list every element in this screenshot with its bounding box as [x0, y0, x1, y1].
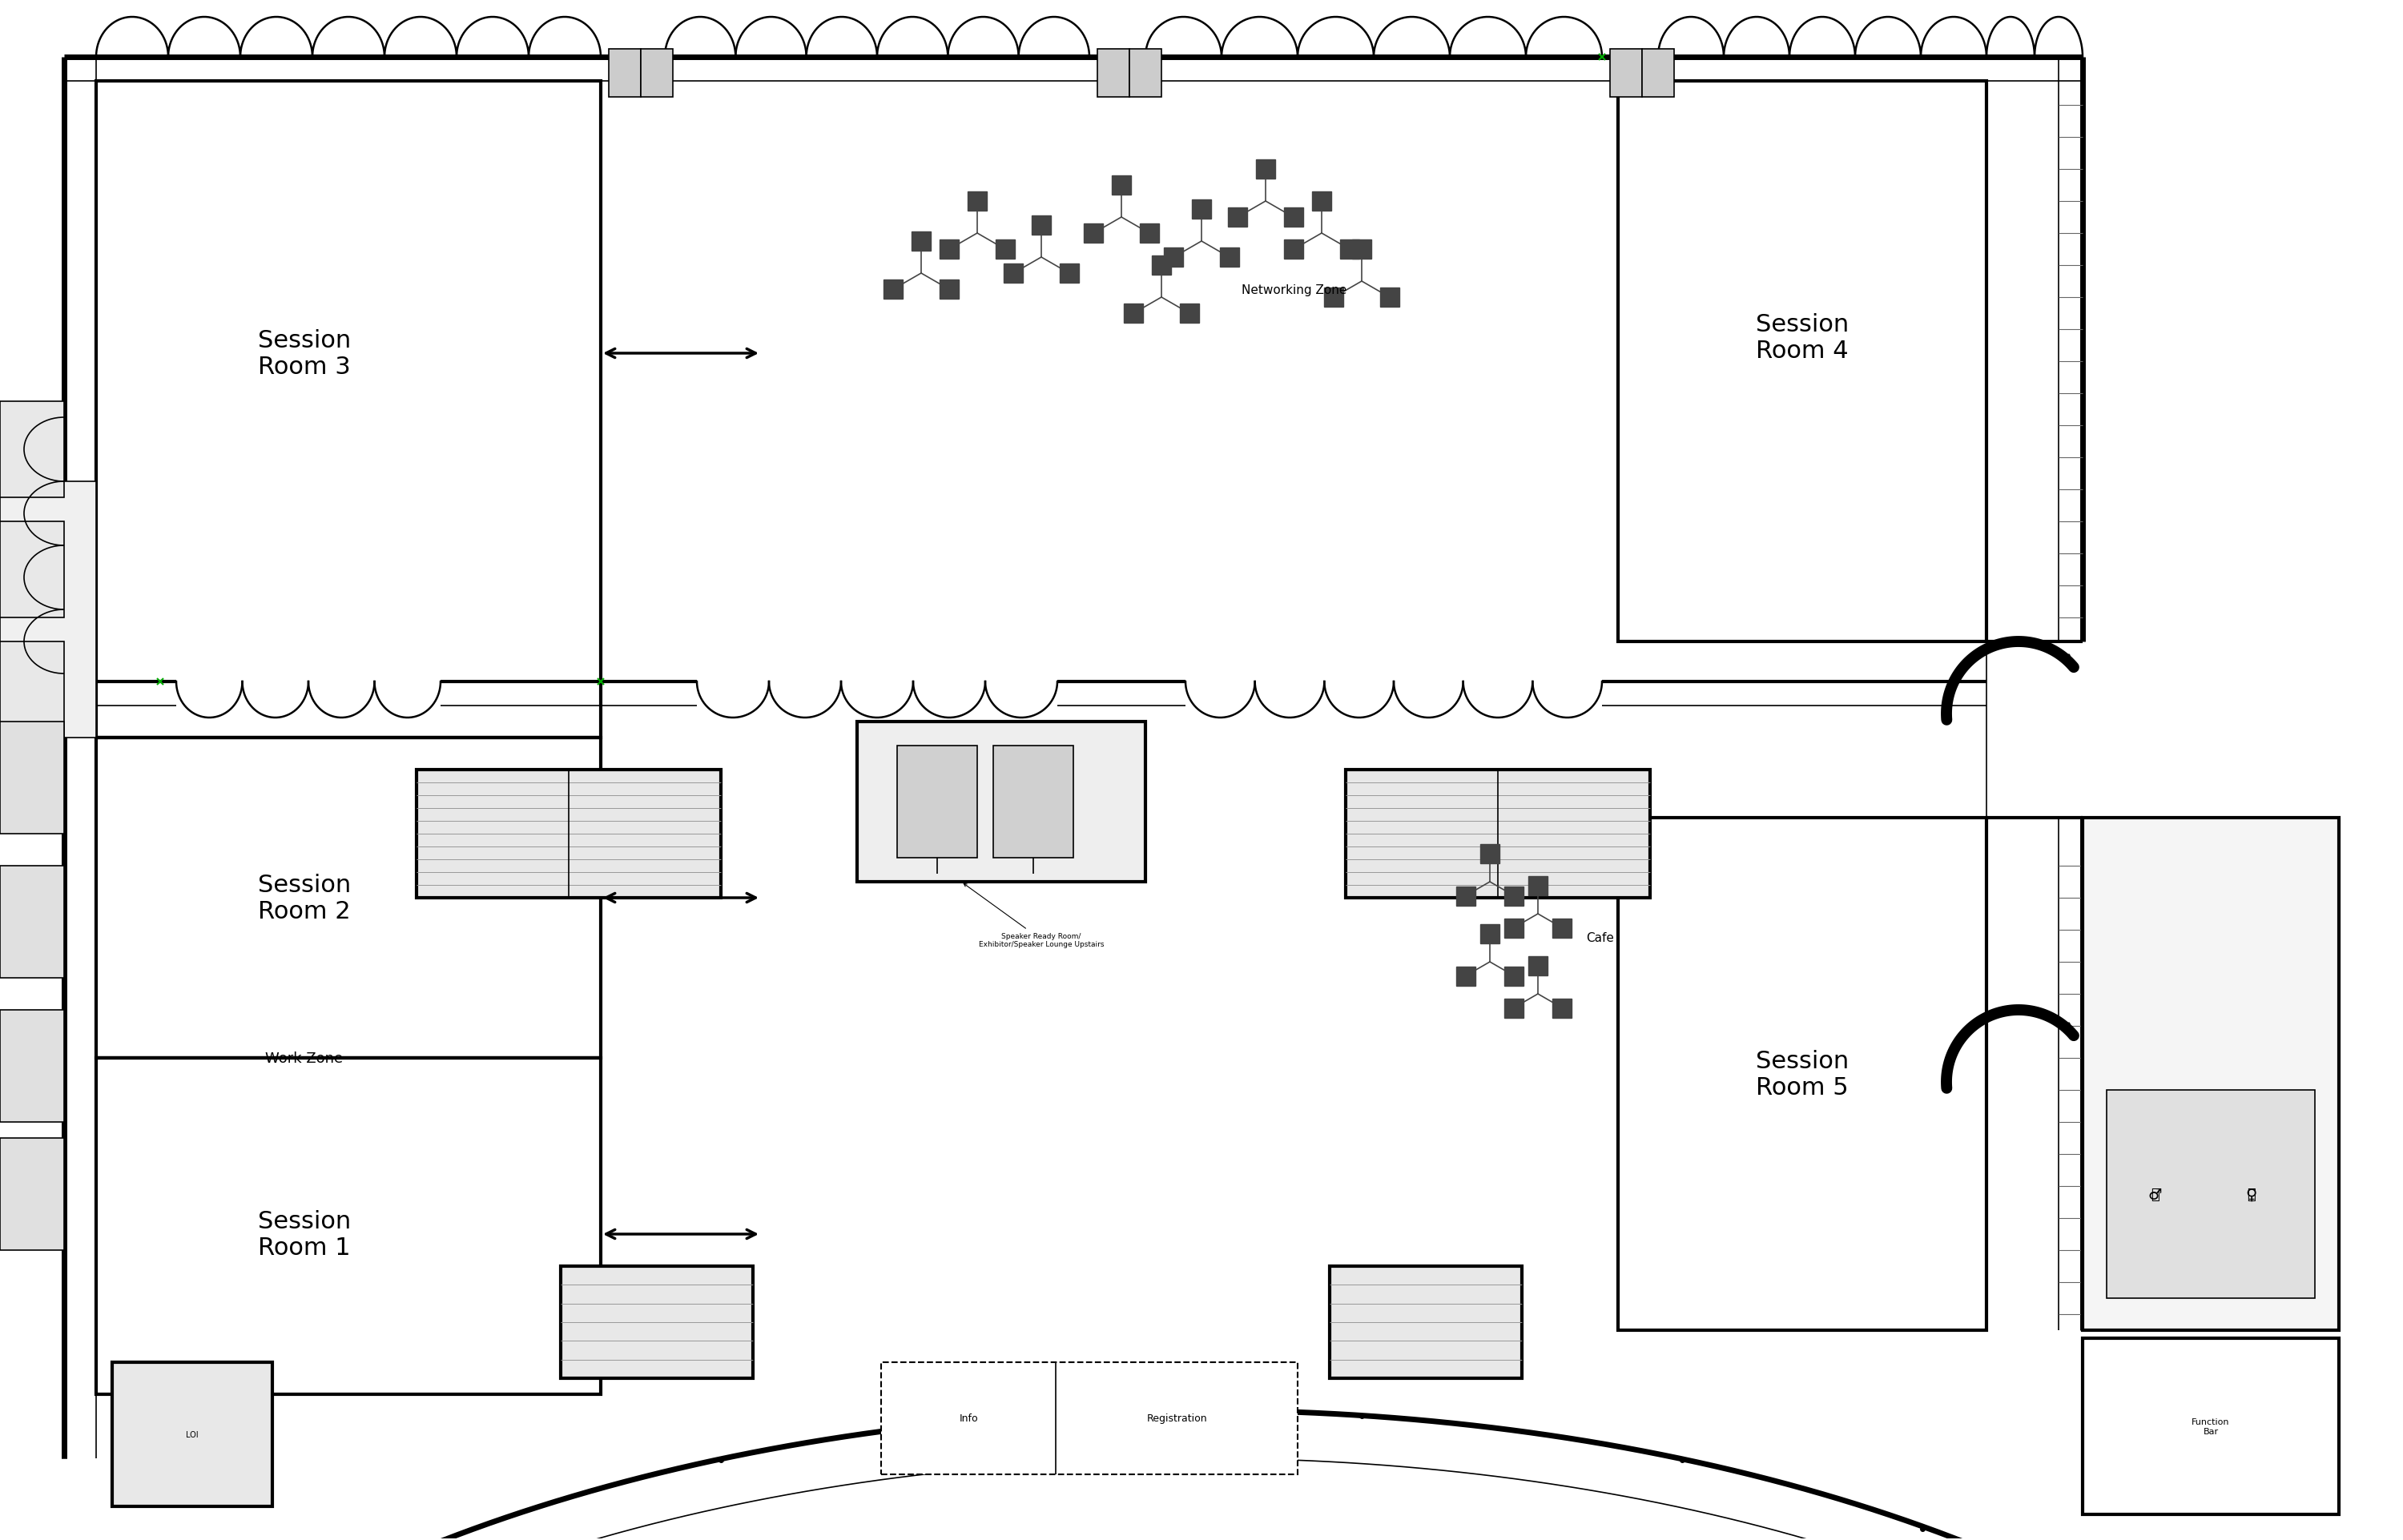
Bar	[1641, 49, 1675, 97]
Text: LOI: LOI	[185, 1431, 199, 1438]
Bar	[1456, 887, 1475, 906]
Bar	[858, 722, 1146, 882]
Bar	[0, 1138, 65, 1250]
Text: Speaker Ready Room/
Exhibitor/Speaker Lounge Upstairs: Speaker Ready Room/ Exhibitor/Speaker Lo…	[964, 884, 1103, 947]
Bar	[911, 233, 930, 251]
Bar	[1353, 240, 1372, 259]
Bar	[1180, 305, 1199, 323]
Bar	[0, 402, 65, 497]
Bar	[96, 82, 601, 738]
Bar	[1528, 876, 1548, 896]
Bar	[1163, 248, 1182, 268]
Bar	[1324, 288, 1343, 308]
Bar	[1283, 208, 1302, 228]
Bar	[96, 738, 601, 1058]
Bar	[1283, 240, 1302, 259]
Bar	[608, 49, 642, 97]
Bar	[1617, 82, 1987, 642]
Bar	[0, 642, 65, 738]
Bar	[642, 49, 673, 97]
Bar	[1151, 256, 1170, 276]
Bar	[1129, 49, 1161, 97]
Text: Function
Bar: Function Bar	[2192, 1418, 2230, 1435]
Bar	[1192, 200, 1211, 219]
Bar	[0, 482, 96, 738]
Text: Registration: Registration	[1146, 1414, 1206, 1423]
Bar	[0, 1010, 65, 1123]
Bar	[1552, 918, 1572, 938]
Bar	[1379, 288, 1399, 308]
Text: Session
Room 4: Session Room 4	[1757, 313, 1848, 363]
Text: 🚹: 🚹	[2151, 1187, 2158, 1201]
Bar	[560, 1266, 752, 1378]
Bar	[0, 722, 65, 835]
Bar	[1504, 887, 1524, 906]
Bar	[96, 1058, 601, 1394]
Bar	[1552, 998, 1572, 1018]
Bar	[1060, 265, 1079, 283]
Bar	[1480, 844, 1499, 864]
Bar	[940, 280, 959, 299]
Bar	[1610, 49, 1641, 97]
Bar	[1528, 956, 1548, 976]
Text: Session
Room 3: Session Room 3	[257, 328, 351, 379]
Text: Session
Room 5: Session Room 5	[1757, 1049, 1848, 1100]
Bar	[992, 745, 1074, 858]
Bar	[0, 865, 65, 978]
Text: Work Zone: Work Zone	[264, 1050, 344, 1066]
Bar	[113, 1363, 272, 1506]
Bar	[1113, 176, 1132, 196]
Text: ♀: ♀	[2244, 1187, 2256, 1201]
Bar	[1617, 818, 1987, 1331]
Bar	[1480, 924, 1499, 944]
Bar	[2083, 1338, 2338, 1514]
Bar	[1228, 208, 1247, 228]
Bar	[1125, 305, 1144, 323]
Text: ♂: ♂	[2148, 1187, 2163, 1201]
Bar	[1329, 1266, 1521, 1378]
Bar	[416, 770, 721, 898]
Bar	[940, 240, 959, 259]
Text: Session
Room 2: Session Room 2	[257, 873, 351, 922]
Bar	[1504, 998, 1524, 1018]
Text: Info: Info	[959, 1414, 978, 1423]
Text: Cafe: Cafe	[1586, 932, 1615, 944]
Bar	[2083, 818, 2338, 1331]
Bar	[1098, 49, 1129, 97]
Bar	[884, 280, 904, 299]
Bar	[1221, 248, 1240, 268]
Text: 🚺: 🚺	[2247, 1187, 2254, 1201]
Bar	[1456, 967, 1475, 986]
Bar	[1004, 265, 1024, 283]
Bar	[0, 522, 65, 618]
Bar	[1031, 216, 1050, 236]
Bar	[882, 1363, 1298, 1474]
Bar	[968, 192, 988, 211]
Text: Session
Room 1: Session Room 1	[257, 1209, 351, 1260]
Text: Networking Zone: Networking Zone	[1242, 283, 1346, 296]
Bar	[1341, 240, 1360, 259]
Bar	[896, 745, 978, 858]
Bar	[1257, 160, 1276, 179]
Bar	[1346, 770, 1651, 898]
Bar	[2107, 1090, 2314, 1298]
Bar	[1504, 967, 1524, 986]
Bar	[1139, 225, 1158, 243]
Bar	[1084, 225, 1103, 243]
Bar	[1504, 918, 1524, 938]
Bar	[1312, 192, 1331, 211]
Bar	[995, 240, 1014, 259]
